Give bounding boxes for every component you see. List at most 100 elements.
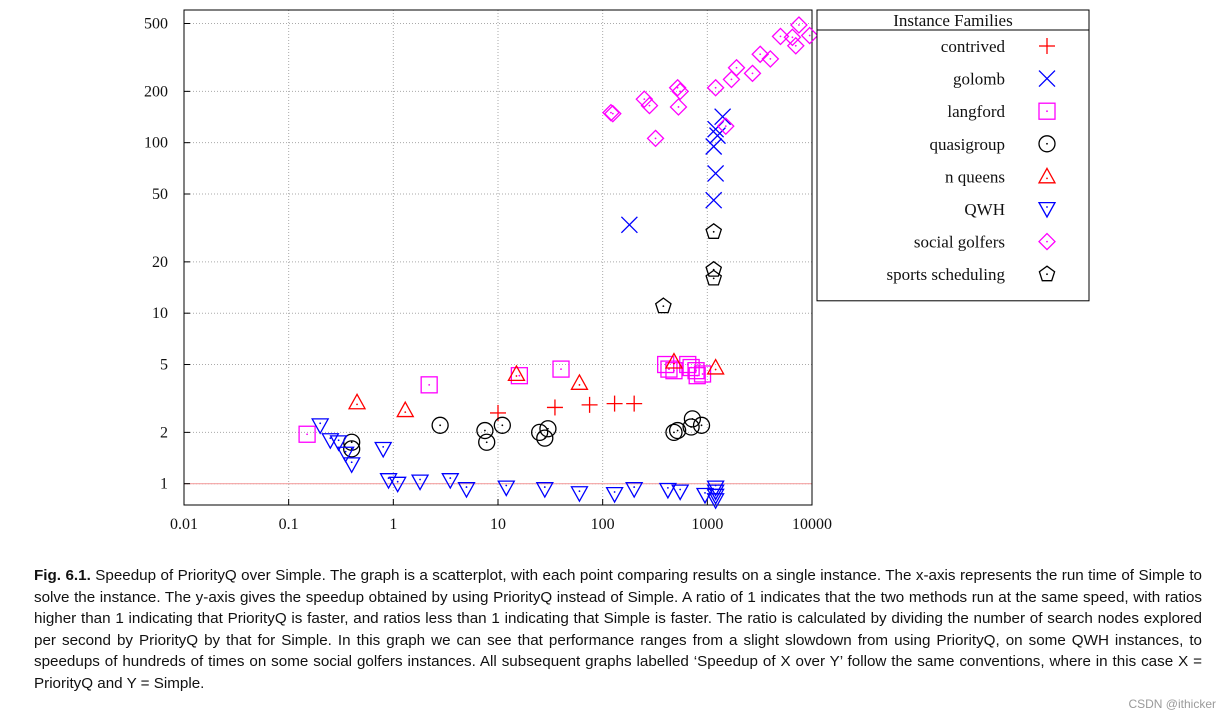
data-point-langford	[688, 367, 706, 385]
x-tick-label: 0.1	[279, 516, 299, 533]
data-point-n-queens	[570, 373, 589, 390]
data-point-sports-scheduling	[705, 222, 723, 239]
triangle-shape	[706, 480, 725, 497]
x-stroke-b	[620, 216, 638, 234]
diamond-shape	[669, 98, 688, 116]
center-dot	[1046, 177, 1048, 180]
data-point-QWH	[336, 446, 355, 464]
legend-marker-QWH	[1037, 201, 1057, 219]
center-dot	[696, 374, 699, 377]
data-point-social-golfers	[716, 117, 735, 136]
center-dot	[791, 36, 794, 39]
y-tick-label: 100	[144, 135, 168, 152]
y-tick-label: 50	[152, 186, 168, 203]
center-dot	[543, 437, 546, 440]
data-point-contrived	[626, 395, 643, 412]
triangle-shape	[605, 486, 624, 504]
triangle-shape	[664, 352, 684, 369]
triangle-shape	[321, 433, 340, 450]
data-point-n-queens	[706, 358, 725, 375]
center-dot	[439, 424, 442, 427]
y-tick-label: 1	[160, 476, 168, 493]
triangle-shape	[1037, 201, 1057, 219]
center-dot	[611, 112, 614, 115]
center-dot	[578, 490, 581, 493]
triangle-shape	[706, 484, 725, 501]
legend: Instance Families contrived golomb langfor…	[816, 9, 1090, 302]
data-point-QWH	[342, 457, 361, 474]
legend-marker-contrived	[1039, 38, 1055, 54]
scatter-chart: 0.01 0.1 1 10 100 1000 10000 1 2 5 10 20 50 100 200 500…	[144, 9, 1090, 533]
center-dot	[751, 72, 754, 75]
circle-shape	[493, 416, 511, 434]
diamond-shape	[706, 78, 725, 97]
center-dot	[613, 491, 616, 493]
center-dot	[704, 491, 706, 494]
pentagon-shape	[654, 297, 672, 314]
center-dot	[610, 111, 612, 114]
diamond-shape	[751, 45, 770, 64]
diamond-shape	[761, 49, 780, 68]
center-dot	[449, 477, 452, 479]
triangle-shape	[410, 474, 430, 491]
figure-label: Fig. 6.1.	[34, 567, 91, 584]
center-dot	[419, 478, 421, 481]
legend-marker-langford	[1038, 102, 1056, 120]
square-shape	[1038, 102, 1056, 120]
data-point-golomb	[705, 191, 723, 209]
center-dot	[1046, 240, 1048, 243]
center-dot	[673, 369, 675, 372]
center-dot	[1046, 206, 1048, 208]
pentagon-shape	[705, 269, 723, 286]
y-tick-label: 2	[160, 424, 168, 441]
triangle-shape	[671, 484, 690, 501]
data-point-social-golfers	[706, 78, 725, 97]
center-dot	[735, 66, 738, 69]
triangle-shape	[497, 480, 516, 497]
center-dot	[695, 369, 697, 372]
center-dot	[798, 24, 800, 26]
data-point-social-golfers	[603, 104, 622, 123]
diamond-shape	[1038, 232, 1056, 251]
center-dot	[484, 429, 486, 432]
center-dot	[714, 86, 717, 89]
center-dot	[387, 477, 390, 479]
watermark: CSDN @ithicker	[1128, 697, 1216, 711]
triangle-shape	[311, 418, 330, 435]
diamond-shape	[640, 96, 659, 115]
legend-label-QWH: QWH	[964, 200, 1005, 219]
center-dot	[730, 78, 733, 81]
data-point-QWH	[625, 482, 644, 499]
center-dot	[679, 488, 682, 491]
diamond-shape	[786, 36, 805, 55]
triangle-shape	[396, 400, 415, 418]
data-point-quasigroup	[539, 420, 557, 438]
circle-shape	[343, 440, 361, 458]
triangle-shape	[457, 482, 476, 499]
data-point-social-golfers	[646, 129, 665, 148]
legend-label-langford: langford	[947, 102, 1005, 121]
center-dot	[679, 90, 682, 93]
data-point-social-golfers	[669, 98, 688, 116]
x-stroke-b	[707, 164, 725, 182]
center-dot	[759, 53, 762, 56]
data-point-social-golfers	[671, 82, 690, 101]
x-tick-label: 10	[490, 516, 506, 533]
data-point-n-queens	[347, 393, 367, 410]
triangle-shape	[535, 482, 554, 499]
y-tick-label: 200	[144, 83, 168, 100]
center-dot	[337, 439, 340, 442]
triangle-shape	[658, 482, 678, 500]
y-tick-label: 20	[152, 254, 168, 271]
center-dot	[465, 486, 468, 488]
center-dot	[350, 441, 353, 444]
center-dot	[712, 230, 715, 233]
center-dot	[779, 35, 782, 38]
center-dot	[1046, 273, 1048, 276]
circle-shape	[692, 416, 711, 434]
data-point-sports-scheduling	[705, 269, 723, 286]
center-dot	[677, 106, 680, 108]
triangle-shape	[1037, 167, 1057, 184]
center-dot	[306, 433, 308, 436]
data-point-social-golfers	[640, 96, 659, 115]
